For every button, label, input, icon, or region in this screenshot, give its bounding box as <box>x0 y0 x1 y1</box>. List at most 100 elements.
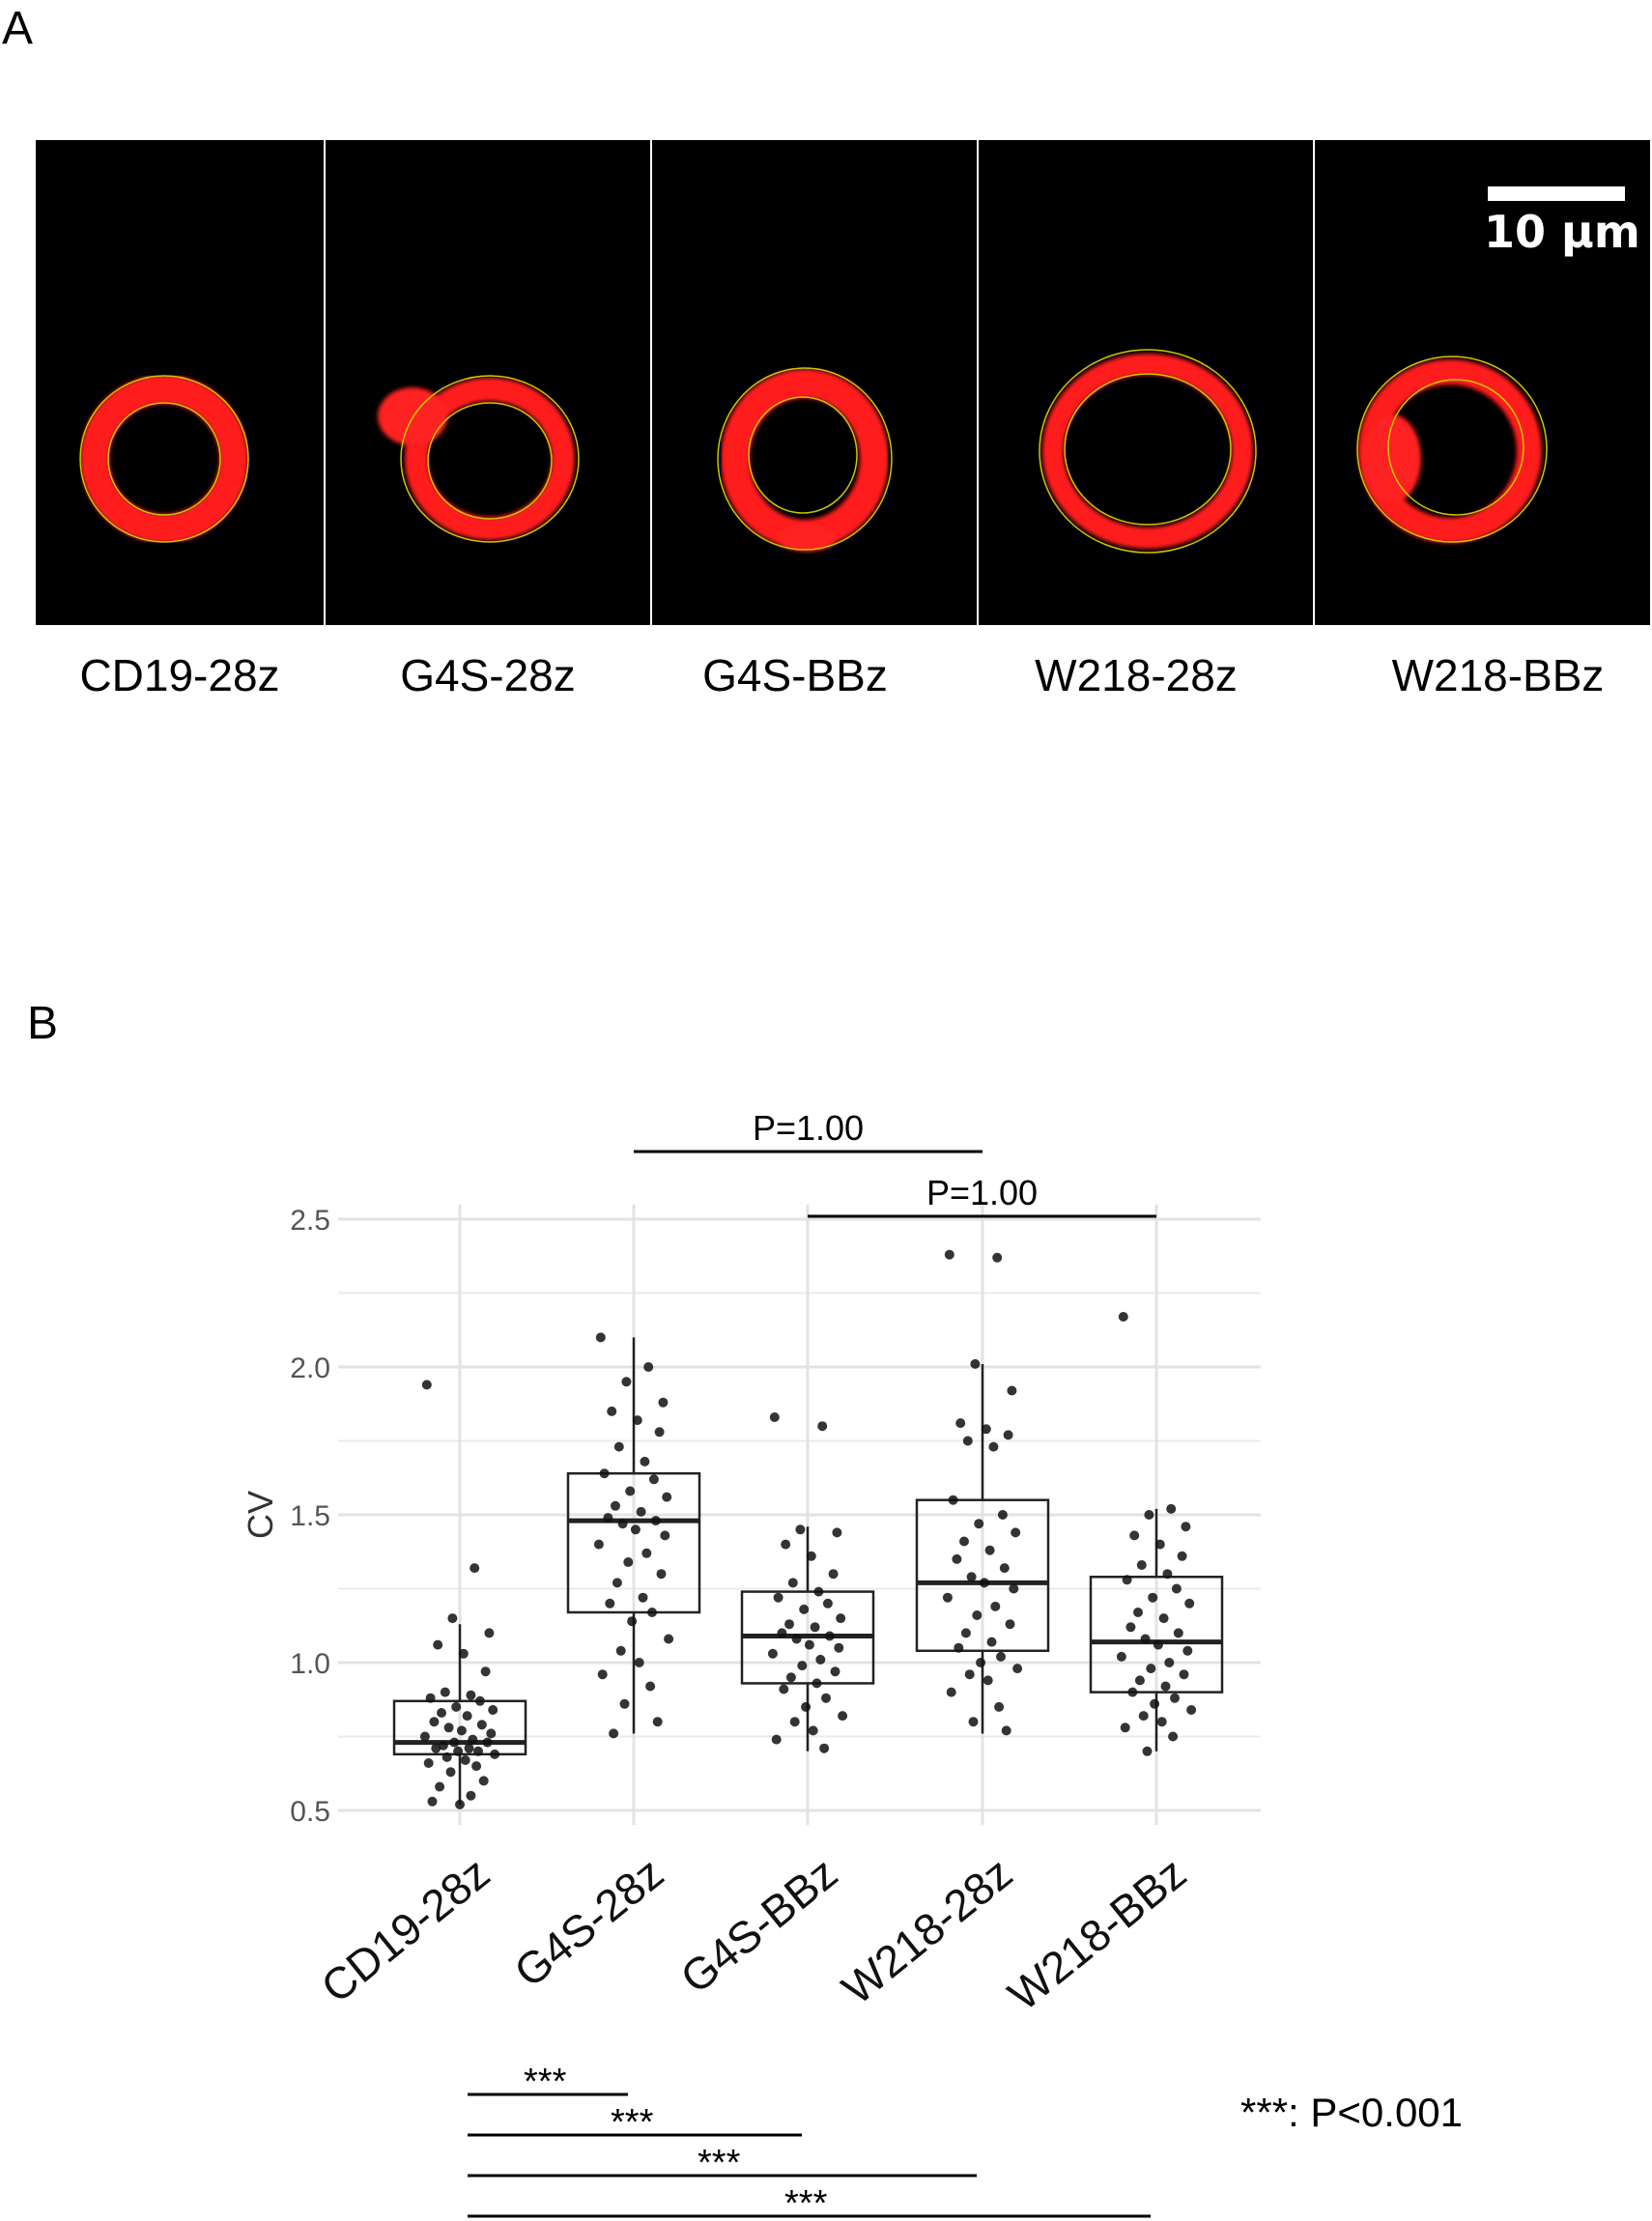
data-point <box>1184 1598 1195 1609</box>
data-point <box>478 1776 489 1786</box>
data-point <box>791 1634 802 1644</box>
data-point <box>609 1728 619 1739</box>
data-point <box>654 1427 665 1438</box>
data-point <box>612 1578 622 1588</box>
data-point <box>999 1563 1010 1574</box>
data-point <box>476 1720 487 1730</box>
data-point <box>944 1249 954 1260</box>
y-tick-label: 1.0 <box>290 1648 330 1680</box>
data-point <box>1136 1560 1147 1570</box>
data-point <box>641 1548 652 1558</box>
y-tick-label: 2.5 <box>290 1205 330 1237</box>
data-point <box>1182 1645 1193 1656</box>
box-iqr <box>1089 1576 1224 1694</box>
data-point <box>630 1524 641 1535</box>
data-point <box>810 1622 820 1633</box>
data-point <box>597 1669 608 1680</box>
data-point <box>779 1684 789 1694</box>
data-point <box>1120 1723 1130 1733</box>
data-point <box>1122 1575 1132 1585</box>
data-point <box>1153 1639 1163 1650</box>
data-point <box>451 1701 462 1712</box>
data-point <box>1142 1746 1153 1756</box>
data-point <box>960 1628 971 1638</box>
data-point <box>828 1569 839 1580</box>
comparison-label: *** <box>784 2183 828 2221</box>
data-point <box>1129 1530 1140 1541</box>
data-point <box>427 1796 438 1807</box>
data-point <box>1003 1430 1013 1440</box>
data-point <box>468 1734 478 1745</box>
data-point <box>822 1598 833 1609</box>
data-point <box>806 1551 816 1561</box>
microscopy-label: W218-28z <box>1035 650 1238 700</box>
data-point <box>813 1586 824 1597</box>
data-point <box>964 1669 975 1680</box>
data-point <box>836 1613 846 1624</box>
data-point <box>437 1708 446 1718</box>
data-point <box>1005 1619 1015 1630</box>
data-point <box>625 1486 636 1496</box>
data-point <box>419 1731 430 1742</box>
panel-divider <box>324 140 326 625</box>
data-point <box>771 1734 782 1745</box>
data-point <box>1171 1583 1182 1594</box>
data-point <box>421 1380 432 1390</box>
data-point <box>1173 1628 1183 1638</box>
data-point <box>458 1648 469 1659</box>
significance-note: ***: P<0.001 <box>1240 2090 1464 2135</box>
data-point <box>801 1701 812 1712</box>
data-point <box>970 1358 981 1369</box>
data-point <box>480 1666 491 1677</box>
data-point <box>486 1728 497 1739</box>
data-point <box>948 1495 958 1505</box>
data-point <box>983 1675 993 1686</box>
data-point <box>1179 1669 1189 1680</box>
data-point <box>1011 1527 1021 1538</box>
microscopy-image-g4s-28z <box>326 140 650 625</box>
data-point <box>1166 1503 1177 1514</box>
box-iqr <box>915 1498 1050 1653</box>
data-point <box>769 1412 780 1422</box>
data-point <box>1170 1693 1180 1703</box>
panel-divider <box>650 140 652 625</box>
data-point <box>1186 1705 1197 1715</box>
data-point <box>1138 1711 1149 1722</box>
data-point <box>438 1740 448 1751</box>
data-point <box>1164 1658 1175 1667</box>
data-point <box>613 1441 624 1452</box>
data-point <box>429 1717 440 1727</box>
data-point <box>942 1592 953 1603</box>
comparison-label: *** <box>698 2143 741 2183</box>
data-point <box>1007 1385 1017 1396</box>
data-point <box>992 1252 1003 1263</box>
data-point <box>777 1628 787 1638</box>
data-point <box>832 1527 842 1538</box>
x-tick-label: CD19-28z <box>312 1847 499 2012</box>
data-point <box>1144 1510 1154 1520</box>
data-point <box>470 1563 480 1574</box>
data-point <box>974 1519 984 1529</box>
box-iqr <box>566 1471 701 1614</box>
x-tick-label: G4S-28z <box>504 1847 672 1997</box>
data-point <box>441 1751 452 1762</box>
data-point <box>643 1362 654 1372</box>
microscopy-label: G4S-28z <box>400 650 576 700</box>
data-point <box>1150 1698 1160 1709</box>
data-point <box>638 1592 648 1603</box>
data-point <box>1177 1551 1187 1561</box>
data-point <box>611 1500 620 1511</box>
microscopy-image-w218-bbz <box>1315 140 1650 625</box>
data-point <box>819 1743 830 1753</box>
data-point <box>981 1424 991 1435</box>
data-point <box>482 1737 493 1748</box>
comparison-label: P=1.00 <box>753 1108 864 1148</box>
data-point <box>954 1642 964 1653</box>
data-point <box>617 1519 628 1529</box>
data-point <box>817 1421 828 1432</box>
data-point <box>1154 1539 1165 1550</box>
microscopy-image-w218-28z <box>979 140 1313 625</box>
data-point <box>621 1377 632 1387</box>
data-point <box>660 1530 670 1541</box>
data-point <box>1156 1717 1167 1727</box>
